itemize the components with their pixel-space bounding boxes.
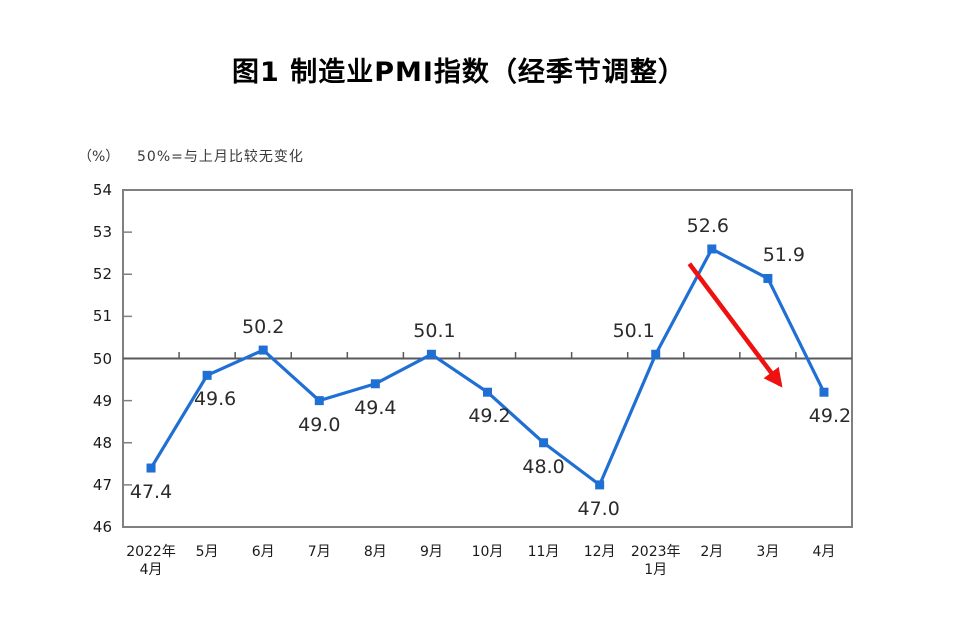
data-point-marker [763,273,773,283]
x-axis-tick-label: 3月 [756,544,780,560]
x-axis-tick-label: 2月 [700,544,724,560]
x-axis-tick-label: 2023年 1月 [630,544,681,578]
y-axis-tick-label: 53 [92,223,112,242]
data-point-marker [539,438,549,448]
data-point-label: 51.9 [762,244,806,267]
x-axis-tick-label: 11月 [527,544,560,560]
data-point-marker [707,244,717,254]
data-point-label: 50.1 [413,320,456,343]
x-axis-tick-label: 10月 [471,544,504,560]
data-point-marker [426,349,436,359]
y-axis-tick-label: 49 [92,391,112,410]
data-point-marker [314,396,324,406]
pmi-line [149,247,826,487]
data-point-marker [651,349,661,359]
x-axis-tick-label: 2022年 4月 [126,544,176,578]
data-point-label: 52.6 [686,214,729,237]
data-point-marker [146,463,156,473]
data-point-marker [370,379,380,389]
y-axis-tick-label: 54 [92,181,112,199]
reference-note: 50%=与上月比较无变化 [137,149,304,165]
data-point-marker [819,387,829,397]
x-axis-tick-label: 7月 [307,544,331,560]
data-point-label: 50.2 [242,316,285,339]
y-axis-tick-label: 47 [92,475,112,494]
y-axis-tick-label: 48 [92,433,112,452]
y-axis-tick-label: 51 [92,307,112,326]
y-axis-tick-label: 46 [92,518,112,536]
data-point-marker [202,370,212,380]
data-point-label: 50.1 [612,320,655,343]
data-point-label: 49.6 [193,388,237,411]
data-point-label: 47.4 [129,481,173,504]
x-axis-tick-label: 6月 [251,544,275,560]
x-axis-tick-label: 12月 [583,544,616,560]
data-point-marker [483,387,492,397]
trend-arrow [687,262,783,388]
y-axis-tick-label: 50 [92,349,112,368]
data-point-label: 49.2 [808,405,852,428]
x-axis-tick-label: 9月 [419,544,443,560]
x-axis-tick-label: 5月 [195,544,219,560]
x-axis-tick-label: 8月 [363,544,387,560]
data-point-label: 48.0 [522,455,565,478]
data-point-label: 49.4 [354,396,397,419]
data-point-marker [595,480,605,490]
data-point-label: 47.0 [577,497,620,520]
y-axis-unit-label: （%） [78,149,120,165]
x-axis-tick-label: 4月 [812,544,836,560]
data-point-marker [258,345,268,355]
data-point-label: 49.0 [298,413,341,436]
data-point-label: 49.2 [468,405,511,428]
y-axis-tick-label: 52 [92,265,112,284]
chart-title: 图1 制造业PMI指数（经季节调整） [232,57,686,88]
